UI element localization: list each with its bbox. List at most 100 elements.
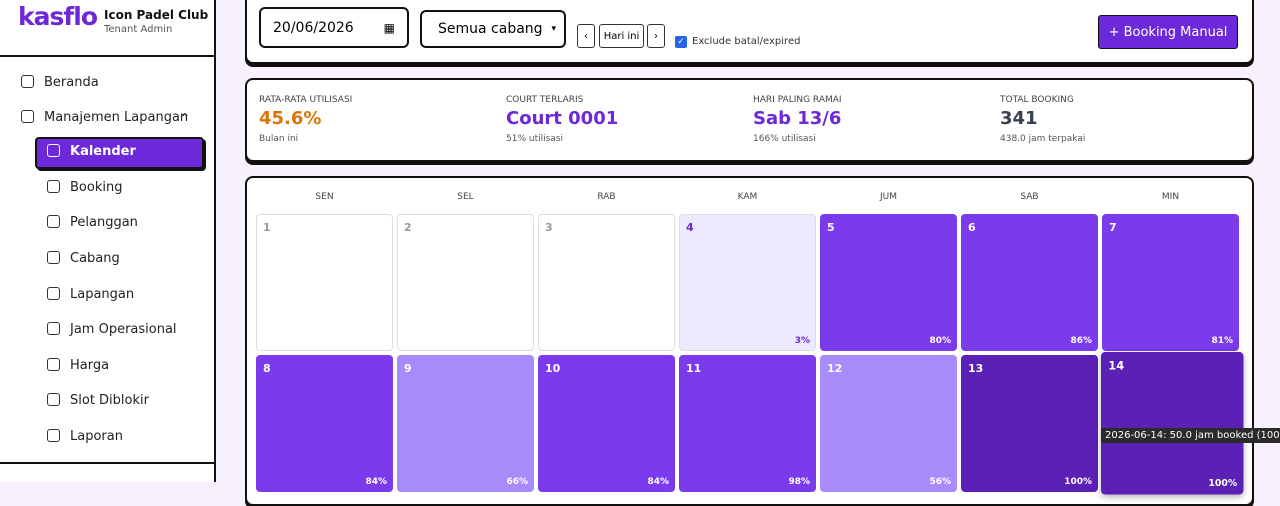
stat-label: RATA-RATA UTILISASI [259,95,353,105]
nav-item[interactable]: Beranda [21,75,99,90]
icon [47,322,60,335]
nav-label: Harga [70,358,110,373]
utilization: 84% [647,477,669,487]
utilization: 100% [1208,478,1238,490]
subnav-item[interactable]: Slot Diblokir [47,393,149,408]
exclude-label: Exclude batal/expired [692,36,801,47]
weekday: SEL [457,192,474,202]
day-number: 1 [263,221,271,234]
subnav-item[interactable]: Pelanggan [47,215,138,230]
utilization: 86% [1070,336,1092,346]
day-number: 4 [686,221,694,234]
icon [47,180,60,193]
utilization: 3% [794,336,810,346]
nav-label: Booking [70,180,123,195]
checkbox[interactable]: ✓ [675,36,687,48]
utilization: 84% [365,477,387,487]
stat-label: HARI PALING RAMAI [753,95,842,105]
icon [47,429,60,442]
day-cell[interactable]: 7 81% [1102,214,1239,351]
nav-label: Pelanggan [70,215,138,230]
day-cell[interactable]: 4 3% [679,214,816,351]
day-cell[interactable]: 14 100% [1101,352,1244,495]
stat-label: COURT TERLARIS [506,95,584,105]
day-cell[interactable]: 6 86% [961,214,1098,351]
role: Tenant Admin [104,24,173,35]
tooltip: 2026-06-14: 50.0 jam booked (100%) [1101,428,1280,443]
subnav-item[interactable]: Booking [47,180,122,195]
sidebar: kasflo Icon Padel Club Tenant Admin ⌃ Be… [0,0,216,482]
stat-sub: 166% utilisasi [753,134,816,144]
day-number: 9 [404,362,412,375]
add-booking-button[interactable]: + Booking Manual [1098,15,1238,49]
utilization: 66% [506,477,528,487]
day-number: 11 [686,362,702,375]
icon [47,358,60,371]
icon [21,75,34,88]
utilization: 98% [788,477,810,487]
nav-label: Cabang [70,251,120,266]
divider [0,55,214,57]
nav-label: Beranda [44,75,99,90]
icon [47,287,60,300]
day-cell[interactable]: 11 98% [679,355,816,492]
day-cell[interactable]: 9 66% [397,355,534,492]
prev-button[interactable]: ‹ [577,24,595,48]
weekday: RAB [597,192,616,202]
weekday: JUM [879,192,897,202]
day-cell[interactable]: 10 84% [538,355,675,492]
nav-label: Laporan [70,429,123,444]
stat-sub: 51% utilisasi [506,134,563,144]
nav-item[interactable]: Manajemen Lapangan [21,110,188,125]
day-cell[interactable]: 13 100% [961,355,1098,492]
day-number: 8 [263,362,271,375]
branch-select[interactable]: Semua cabang ▾ [420,10,566,48]
weekday: MIN [1161,192,1180,202]
brand: kasflo [18,2,98,31]
utilization: 80% [929,336,951,346]
day-number: 13 [968,362,984,375]
day-cell[interactable]: 12 56% [820,355,957,492]
weekday: KAM [737,192,758,202]
day-number: 6 [968,221,976,234]
utilization: 56% [929,477,951,487]
icon [21,110,34,123]
utilization: 81% [1211,336,1233,346]
day-number: 14 [1108,359,1125,373]
day-cell[interactable]: 5 80% [820,214,957,351]
subnav-item[interactable]: Jam Operasional [47,322,177,337]
date-input[interactable]: 20/06/2026 ▦ [259,7,409,48]
nav-label: Manajemen Lapangan [44,110,189,125]
day-number: 10 [545,362,561,375]
nav-label: Lapangan [70,287,135,302]
weekday: SEN [315,192,334,202]
day-number: 7 [1109,221,1117,234]
stat-value: 45.6% [259,108,322,129]
nav-label: Jam Operasional [70,322,177,337]
subnav-item[interactable]: Lapangan [47,287,134,302]
next-button[interactable]: › [647,24,665,48]
stat-label: TOTAL BOOKING [1000,95,1074,105]
nav-label: Slot Diblokir [70,393,149,408]
day-cell[interactable]: 8 84% [256,355,393,492]
active-bg [35,137,204,169]
subnav-item[interactable]: Harga [47,358,109,373]
subnav-item[interactable]: Kalender [47,144,136,159]
nav-label: Kalender [70,144,136,159]
day-number: 3 [545,221,553,234]
day-cell[interactable]: 1 [256,214,393,351]
subnav-item[interactable]: Laporan [47,429,123,444]
today-button[interactable]: Hari ini [599,24,644,48]
divider [0,462,214,464]
stat-value: Sab 13/6 [753,108,842,129]
day-cell[interactable]: 3 [538,214,675,351]
day-number: 2 [404,221,412,234]
stat-sub: Bulan ini [259,134,299,144]
day-number: 12 [827,362,843,375]
subnav-item[interactable]: Cabang [47,251,120,266]
chevron[interactable]: ⌃ [180,111,191,125]
stat-sub: 438.0 jam terpakai [1000,134,1086,144]
filter-card [245,0,1254,64]
day-cell[interactable]: 2 [397,214,534,351]
